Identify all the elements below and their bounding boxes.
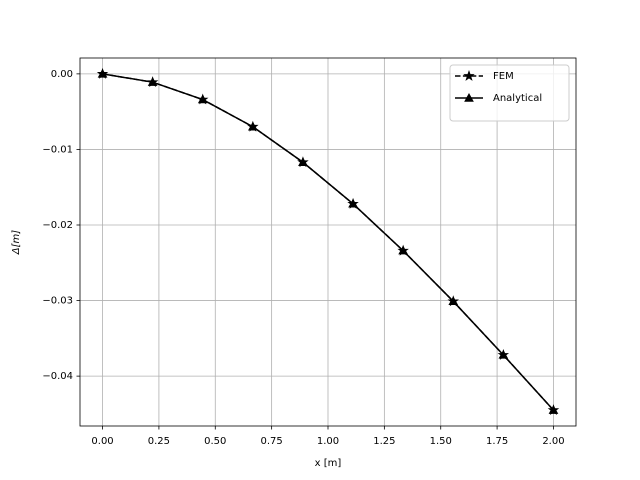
x-tick-label: 0.50 [204, 436, 226, 447]
x-tick-label: 1.00 [317, 436, 339, 447]
legend-label: Analytical [493, 93, 542, 104]
y-tick-label: −0.02 [42, 220, 73, 231]
y-tick-label: −0.03 [42, 296, 73, 307]
plot-frame [79, 57, 577, 427]
series-line [102, 73, 555, 411]
x-axis-label: x [m] [315, 458, 342, 469]
x-tick-label: 0.75 [261, 436, 283, 447]
triangle-marker [498, 349, 509, 359]
x-tick-label: 2.00 [542, 436, 564, 447]
y-tick-label: −0.01 [42, 144, 73, 155]
x-tick-label: 1.75 [486, 436, 508, 447]
triangle-marker [548, 405, 559, 414]
y-axis-label: Δ[m] [11, 230, 22, 255]
star-marker [463, 69, 475, 81]
x-tick-label: 0.25 [148, 436, 170, 447]
triangle-marker [97, 68, 108, 78]
y-tick-label: −0.04 [42, 371, 73, 382]
triangle-marker [298, 157, 308, 166]
triangle-marker [398, 245, 408, 255]
triangle-marker [448, 296, 459, 306]
triangle-marker [248, 121, 258, 131]
triangle-marker [464, 92, 474, 102]
x-tick-label: 1.50 [430, 436, 452, 447]
triangle-marker [147, 77, 158, 86]
x-tick-label: 0.00 [91, 436, 113, 447]
y-tick-label: 0.00 [51, 69, 73, 80]
x-tick-label: 1.25 [373, 436, 395, 447]
triangle-marker [197, 94, 208, 104]
legend-box [449, 64, 570, 122]
triangle-marker [348, 198, 358, 208]
legend-label: FEM [493, 71, 514, 82]
